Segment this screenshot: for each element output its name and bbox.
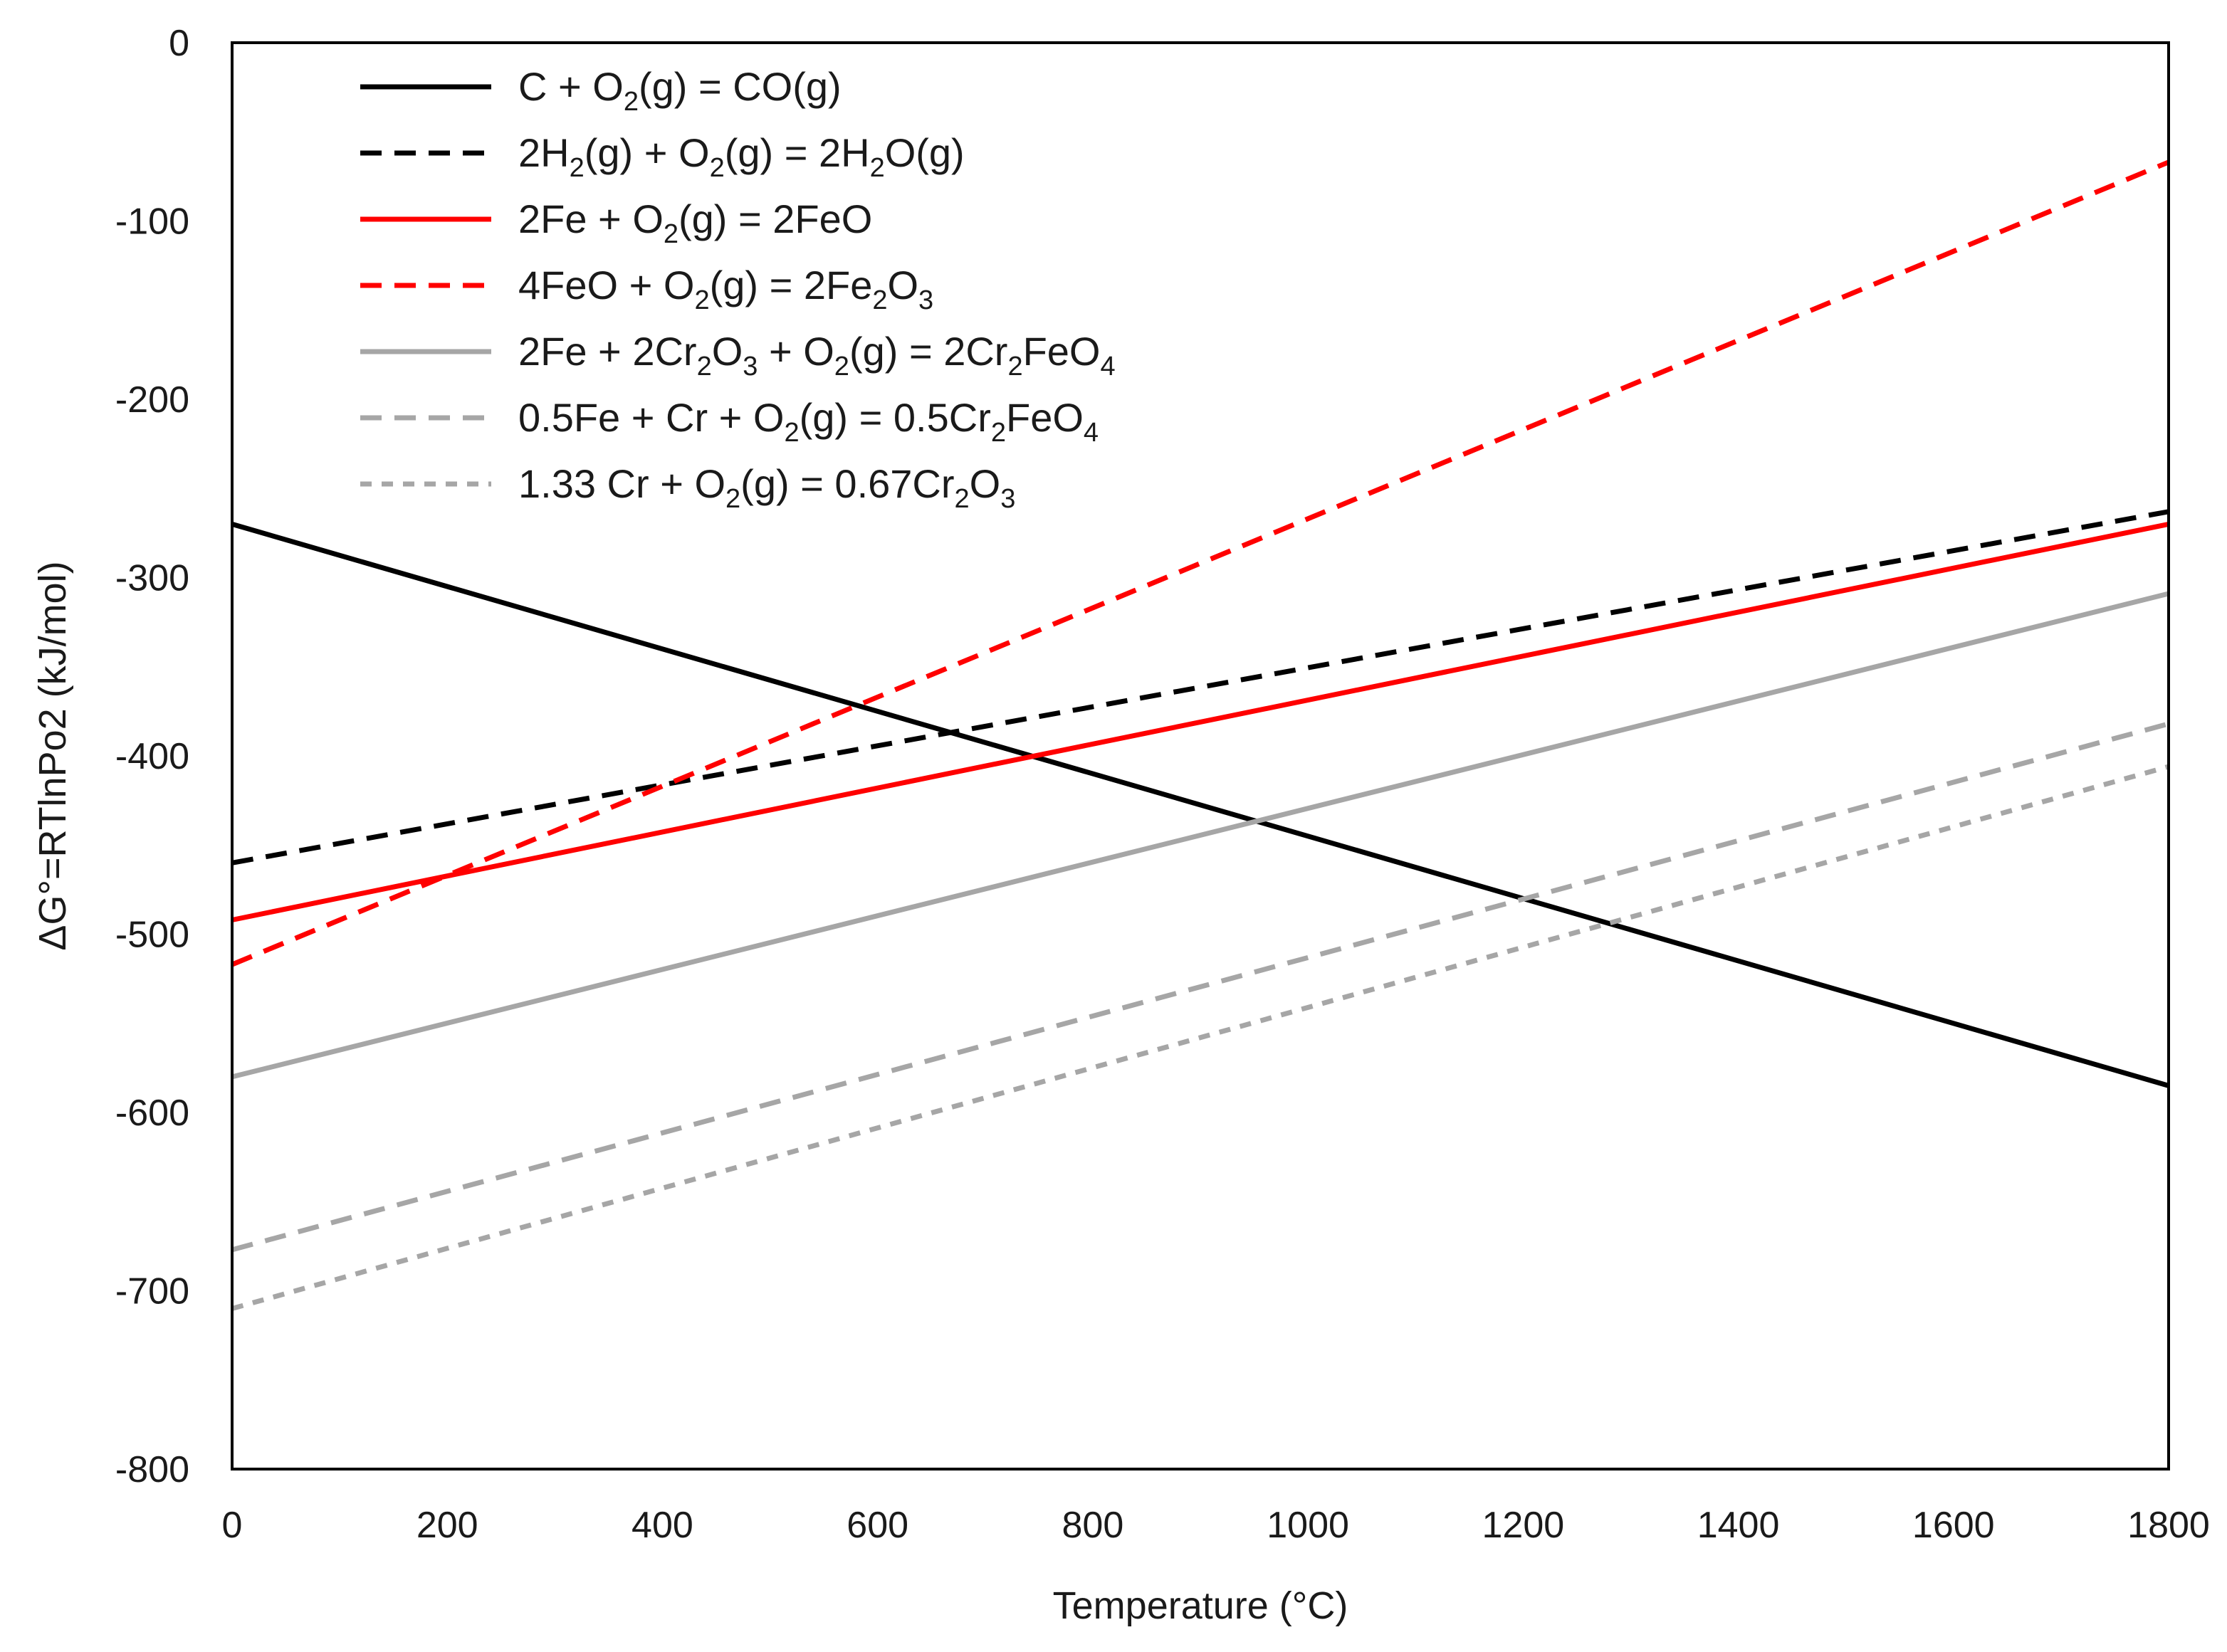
series-line-4: [231, 159, 2170, 967]
x-tick-label: 1600: [1912, 1505, 1995, 1546]
plot-area-frame: [231, 41, 2170, 1471]
x-tick-label: 400: [632, 1505, 693, 1546]
series-line-2: [231, 509, 2169, 866]
legend-label: C + O2(g) = CO(g): [518, 64, 842, 117]
y-tick-label: -400: [115, 736, 189, 777]
x-tick-label: 0: [222, 1505, 243, 1546]
legend-label: 4FeO + O2(g) = 2Fe2O3: [518, 263, 933, 315]
y-tick-label: -600: [115, 1093, 189, 1134]
y-tick-label: -300: [115, 558, 189, 599]
x-axis-title: Temperature (°C): [1053, 1584, 1348, 1627]
legend-label: 2H2(g) + O2(g) = 2H2O(g): [518, 130, 965, 183]
x-tick-label: 600: [847, 1505, 908, 1546]
y-tick-label: -800: [115, 1449, 189, 1490]
y-tick-label: -200: [115, 379, 189, 421]
series-line-5: [231, 591, 2169, 1080]
x-tick-label: 800: [1062, 1505, 1124, 1546]
x-axis-tick-labels: 0 200 400 600 800 1000 1200 1400 1600 1800: [222, 1505, 2210, 1546]
y-tick-label: 0: [169, 23, 189, 64]
series-line-7: [231, 764, 2169, 1311]
legend-label: 1.33 Cr + O2(g) = 0.67Cr2O3: [518, 461, 1015, 514]
series-line-1: [231, 522, 2169, 1088]
y-tick-label: -100: [115, 201, 189, 243]
series-lines: [231, 159, 2170, 1311]
y-axis-title: ΔG°=RTlnPo2 (kJ/mol): [31, 561, 74, 950]
legend: C + O2(g) = CO(g) 2H2(g) + O2(g) = 2H2O(g…: [360, 64, 1116, 514]
x-tick-label: 1000: [1267, 1505, 1349, 1546]
legend-label: 0.5Fe + Cr + O2(g) = 0.5Cr2FeO4: [518, 395, 1099, 448]
x-tick-label: 1400: [1697, 1505, 1780, 1546]
y-tick-label: -500: [115, 915, 189, 956]
series-line-3: [231, 521, 2169, 922]
series-line-6: [231, 721, 2169, 1253]
legend-label: 2Fe + 2Cr2O3 + O2(g) = 2Cr2FeO4: [518, 329, 1116, 382]
x-tick-label: 200: [416, 1505, 478, 1546]
x-tick-label: 1800: [2127, 1505, 2210, 1546]
x-tick-label: 1200: [1482, 1505, 1564, 1546]
legend-label: 2Fe + O2(g) = 2FeO: [518, 196, 872, 249]
y-tick-label: -700: [115, 1271, 189, 1312]
y-axis-tick-labels: 0 -100 -200 -300 -400 -500 -600 -700 -800: [115, 23, 189, 1490]
